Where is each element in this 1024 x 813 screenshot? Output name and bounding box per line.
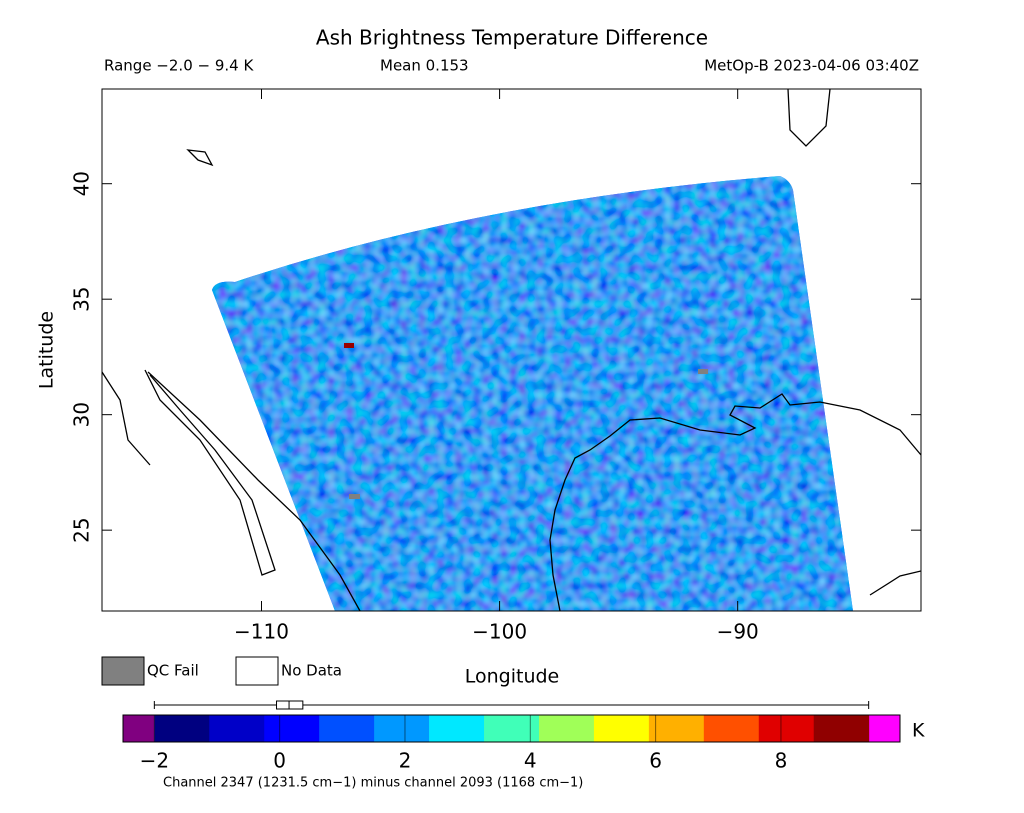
qc-fail-pixel [349,494,360,499]
colorbar-step [319,715,375,742]
colorbar-step [429,715,485,742]
x-tick-label: −100 [472,620,527,644]
colorbar-step [374,715,430,742]
y-tick-label: 35 [70,286,94,311]
colorbar-step [813,715,870,742]
colorbar-note: Channel 2347 (1231.5 cm−1) minus channel… [163,776,583,791]
coastline [186,149,214,167]
colorbar-step [758,715,815,742]
coastline [102,371,151,466]
colorbar-unit: K [912,720,925,742]
colorbar-step [154,715,210,742]
y-axis-label: Latitude [36,311,58,389]
coastline [144,369,276,576]
colorbar-tick-label: 4 [524,749,537,773]
plot-frame [101,88,922,612]
colorbar-step [593,715,650,742]
colorbar-step [538,715,595,742]
x-axis-label: Longitude [465,666,560,688]
colorbar-step [264,715,320,742]
colorbar-tick-label: 0 [273,749,286,773]
title: Ash Brightness Temperature Difference [316,26,708,50]
legend-swatch [235,656,279,686]
colorbar-under [123,715,155,742]
x-tick-label: −110 [234,620,289,644]
swath-texture [212,176,853,611]
colorbar-tick-label: 6 [649,749,662,773]
colorbar-step [703,715,760,742]
colorbar-step [209,715,265,742]
colorbar-tick-label: 2 [399,749,412,773]
box [276,700,304,710]
range: Range −2.0 − 9.4 K [104,57,254,75]
coastline [549,393,921,611]
colorbar-frame [122,714,901,743]
qc-fail-pixel [698,369,708,374]
legend-swatch [101,656,145,686]
legend-label: No Data [281,662,342,680]
coastline [869,570,921,596]
map [102,89,921,611]
y-tick-label: 30 [70,402,94,427]
coastline [147,371,361,611]
y-tick-label: 40 [70,171,94,196]
x-tick-label: −90 [717,620,759,644]
colorbar-tick-label: 8 [775,749,788,773]
colorbar-step [648,715,705,742]
legend-label: QC Fail [147,662,199,680]
colorbar-step [484,715,540,742]
mean: Mean 0.153 [380,57,469,75]
colorbar-over [868,715,900,742]
y-tick-label: 25 [70,517,94,542]
colorbar-tick-label: −2 [140,749,169,773]
source: MetOp-B 2023-04-06 03:40Z [704,57,919,75]
coastline [787,89,831,147]
pixel [344,343,354,348]
